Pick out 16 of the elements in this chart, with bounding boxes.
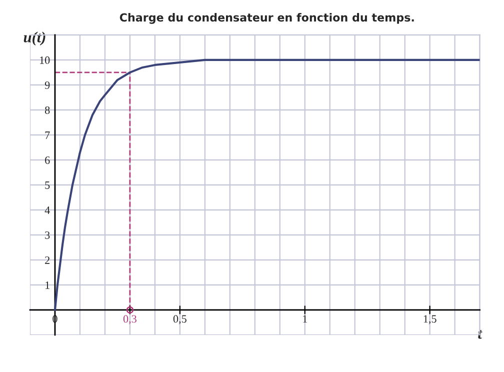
x-tick-label: 1,5 xyxy=(424,315,436,324)
y-tick-label: 1 xyxy=(46,282,50,289)
y-tick-label: 3 xyxy=(45,231,50,239)
y-tick-label: 8 xyxy=(44,106,50,114)
y-tick-label: 9 xyxy=(44,81,50,89)
y-tick-label: 6 xyxy=(45,156,50,164)
chart-title: Charge du condensateur en fonction du temps. xyxy=(120,13,414,24)
x-tick-label: 0,5 xyxy=(173,315,186,324)
y-tick-label: 2 xyxy=(45,256,50,264)
x-tick-label: 1 xyxy=(303,315,307,323)
y-tick-label: 4 xyxy=(44,206,50,214)
x-tick-label: 0,3 xyxy=(123,315,136,324)
line-series xyxy=(54,58,480,312)
y-tick-label: 10 xyxy=(40,56,50,64)
y-tick-label: 7 xyxy=(45,132,50,139)
y-tick-label: 5 xyxy=(45,182,50,189)
